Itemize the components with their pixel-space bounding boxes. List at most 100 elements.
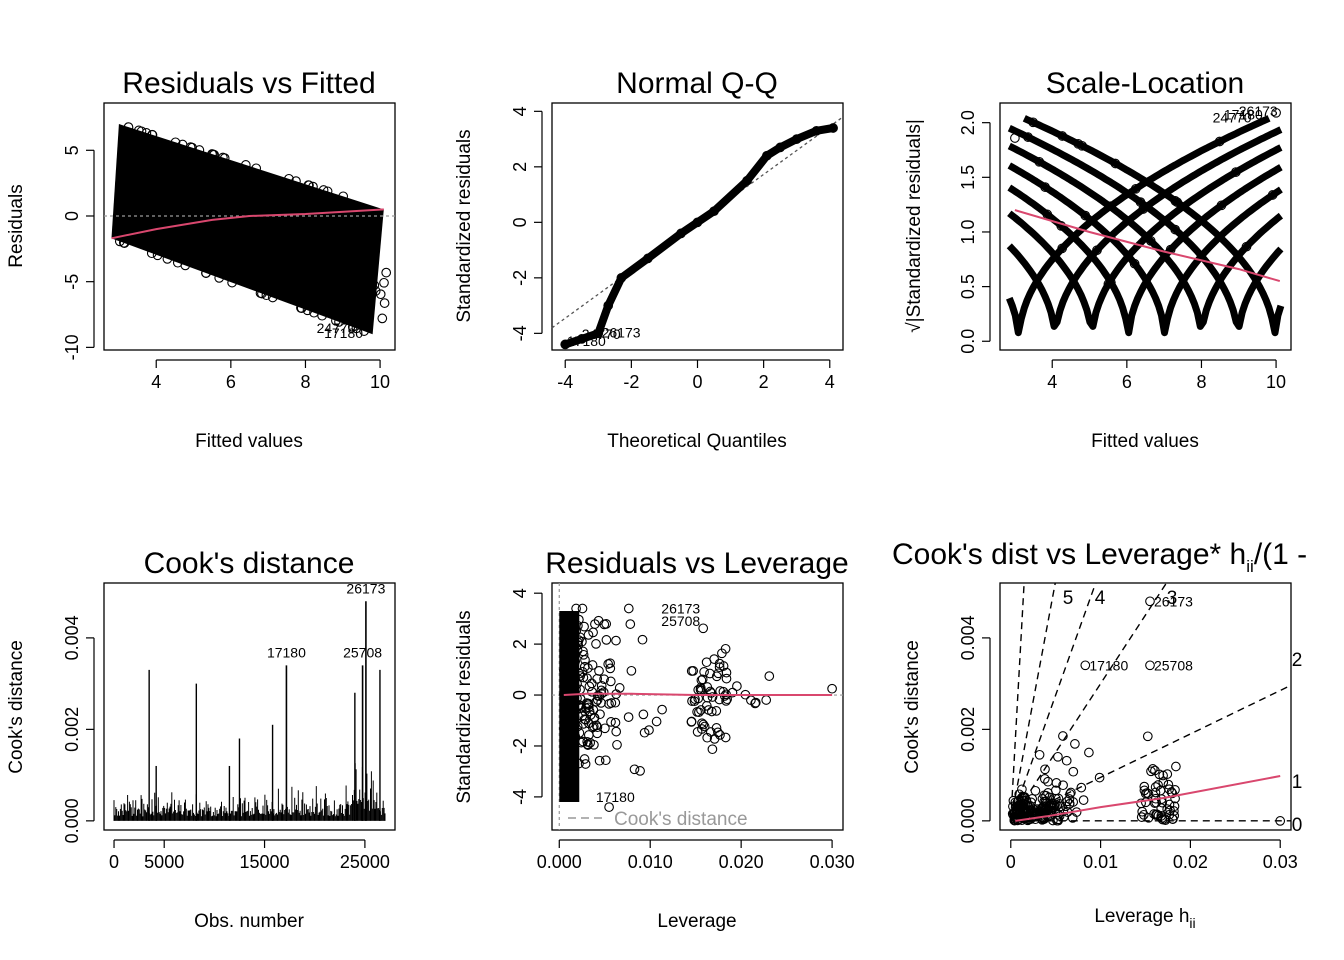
panel3-y-tick-label: 0.0 [958,329,978,354]
panel1-xlabel: Fitted values [195,431,303,452]
panel5-point [612,636,621,645]
panel4-x-tick-label: 25000 [340,852,390,872]
panel4-bar-label: 17180 [267,644,306,660]
panel6-point-label: 17180 [1089,657,1128,673]
panel4-title: Cook's distance [144,547,355,580]
panel3-point-arc [1009,128,1281,326]
panel6-point [1172,762,1181,771]
panel4-xlabel: Obs. number [194,911,304,932]
panel3-ylabel: √|Standardized residuals| [904,119,925,333]
panel-residuals-vs-leverage: Residuals vs Leverage Leverage Standardi… [454,547,855,932]
panel6-xlabel: Leverage hii [1094,906,1195,931]
panel6-point [1071,740,1080,749]
panel5-point-label: 17180 [596,789,635,805]
panel4-y-tick-label: 0.002 [62,707,82,752]
panel5-plot-area: 0.000 0.010 0.020 0.030-4-20242617325708171… [510,583,855,872]
panel6-point [1085,748,1094,757]
panel6-labelled-point [1081,661,1090,670]
panel5-point [687,717,696,726]
panel3-title: Scale-Location [1046,67,1244,100]
panel1-point [382,268,391,277]
panel3-y-tick-label: 1.5 [958,165,978,190]
panel5-y-tick-label: 0 [510,690,530,700]
panel4-frame [104,583,395,830]
panel5-point [710,655,719,664]
panel3-x-tick-label: 10 [1266,372,1286,392]
panel6-contour-label: 4 [1095,588,1106,609]
panel6-contour-label: 5 [1063,588,1074,609]
panel2-x-tick-label: -2 [623,372,639,392]
panel5-point [624,713,633,722]
panel6-point [1035,751,1044,760]
panel1-y-tick-label: 5 [62,145,82,155]
panel5-y-tick-label: 4 [510,588,530,598]
panel6-xlabel-sub: ii [1189,915,1195,931]
panel5-point [613,741,622,750]
panel1-title: Residuals vs Fitted [122,67,375,100]
panel1-x-tick-label: 6 [226,372,236,392]
panel6-xlabel-main: Leverage h [1094,906,1189,927]
panel6-contour-line [1011,583,1167,821]
panel6-point [1159,778,1168,787]
panel5-point [630,765,639,774]
panel1-y-tick-label: -10 [62,334,82,360]
panel5-point [721,733,730,742]
panel6-point [1149,765,1158,774]
panel3-x-tick-label: 8 [1196,372,1206,392]
panel3-y-tick-label: 2.0 [958,110,978,135]
panel6-contour-label: 1 [1292,772,1303,793]
panel5-point [765,672,774,681]
panel4-bar-label: 25708 [343,644,382,660]
panel6-point [1154,781,1163,790]
panel1-y-tick-label: 0 [62,211,82,221]
panel5-x-tick-label: 0.000 [537,852,582,872]
panel4-x-tick-label: 0 [109,852,119,872]
panel5-y-tick-label: -4 [510,789,530,805]
panel6-y-tick-label: 0.000 [958,798,978,843]
panel5-legend-label: Cook's distance [614,809,748,830]
panel1-x-tick-label: 8 [300,372,310,392]
panel6-point-label: 26173 [1154,593,1193,609]
panel4-plot-area: 0 5000 15000 250000.0000.0020.004 17180 25708… [62,580,395,872]
panel2-y-tick-label: -4 [510,325,530,341]
panel5-point [588,688,597,697]
panel6-title-rest: /(1 - [1254,538,1307,571]
panel5-x-tick-label: 0.030 [810,852,855,872]
panel1-point [378,314,387,323]
panel3-point-arc [1009,130,1281,327]
panel2-x-tick-label: 4 [825,372,835,392]
panel1-point [380,279,389,288]
panel3-y-tick-label: 1.0 [958,219,978,244]
panel2-y-tick-label: -2 [510,270,530,286]
panel3-x-tick-label: 6 [1122,372,1132,392]
panel-residuals-vs-fitted: Residuals vs Fitted Fitted values Residu… [6,67,395,452]
panel5-point [593,729,602,738]
panel2-title: Normal Q-Q [616,67,778,100]
panel2-y-tick-label: 2 [510,162,530,172]
panel3-xlabel: Fitted values [1091,431,1199,452]
panel2-plot-area: -4 -2 0 2 4-4-2024171802477026173 [510,103,843,392]
panel6-point [1144,732,1153,741]
panel5-point [578,604,587,613]
panel6-contour-label: 0 [1292,815,1303,836]
panel6-title: Cook's dist vs Leverage* hii/(1 - [892,538,1307,576]
panel6-y-tick-label: 0.004 [958,615,978,660]
panel4-ylabel: Cook's distance [6,640,27,774]
panel3-frame [1000,103,1291,350]
panel6-point [1069,767,1078,776]
panel6-contour-line [1011,583,1055,821]
panel2-y-tick-label: 4 [510,106,530,116]
panel4-x-tick-label: 5000 [144,852,184,872]
panel6-ylabel: Cook's distance [902,640,923,774]
panel5-point-label: 25708 [661,613,700,629]
panel-cooks-distance: Cook's distance Obs. number Cook's dista… [6,547,395,932]
panel1-x-tick-label: 4 [151,372,161,392]
panel5-point [652,717,661,726]
panel5-point [828,684,837,693]
panel5-y-tick-label: -2 [510,738,530,754]
panel5-point [595,756,604,765]
panel5-point [733,682,742,691]
panel3-point [1011,134,1020,143]
panel1-ylabel: Residuals [6,184,27,267]
panel6-point [1054,753,1063,762]
